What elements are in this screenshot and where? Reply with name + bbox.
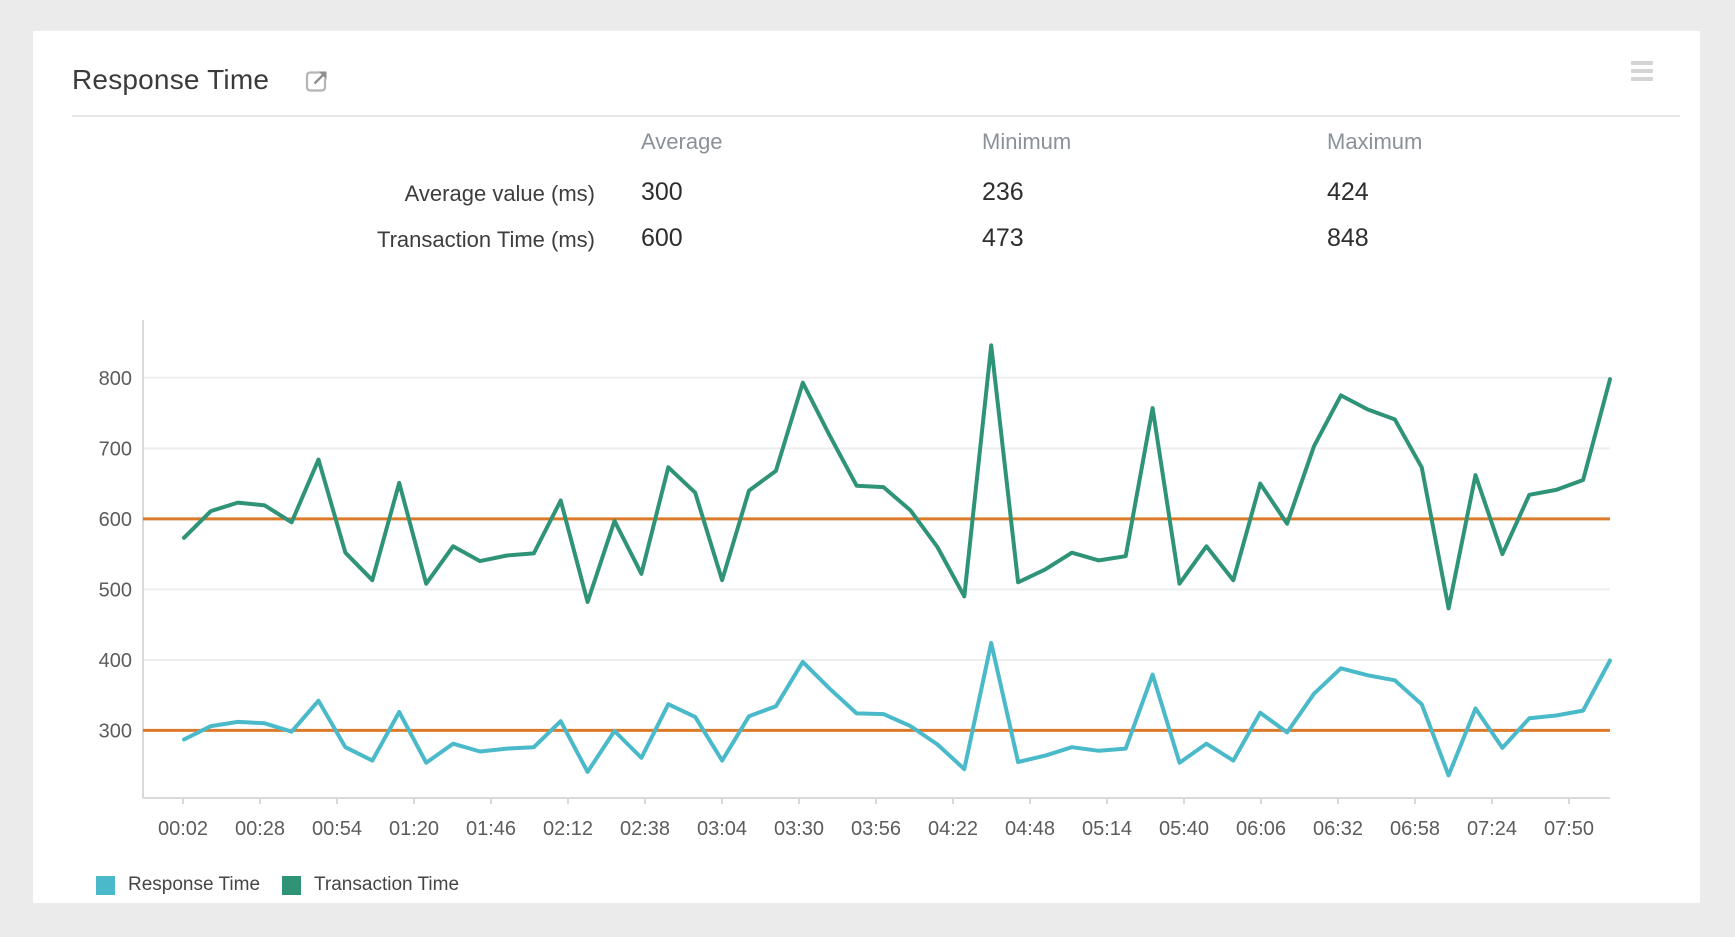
response-time-widget: Response Time Average Minimum Maximum Av… bbox=[33, 31, 1700, 903]
x-axis-label: 04:22 bbox=[928, 818, 978, 840]
x-axis-label: 05:14 bbox=[1082, 818, 1132, 840]
x-axis-label: 03:56 bbox=[851, 818, 901, 840]
menu-icon-bar bbox=[1631, 69, 1653, 73]
y-axis-label: 600 bbox=[99, 509, 132, 531]
y-axis-label: 700 bbox=[99, 438, 132, 460]
x-axis-label: 01:20 bbox=[389, 818, 439, 840]
x-axis-label: 03:04 bbox=[697, 818, 747, 840]
stats-value: 236 bbox=[982, 178, 1024, 206]
x-axis-label: 00:54 bbox=[312, 818, 362, 840]
y-axis-label: 500 bbox=[99, 579, 132, 601]
x-axis-label: 05:40 bbox=[1159, 818, 1209, 840]
menu-icon[interactable] bbox=[1631, 61, 1653, 85]
open-in-new-window-icon[interactable] bbox=[303, 68, 330, 95]
stats-column-header-maximum: Maximum bbox=[1327, 129, 1423, 154]
x-axis-label: 07:50 bbox=[1544, 818, 1594, 840]
x-axis-label: 03:30 bbox=[774, 818, 824, 840]
legend-swatch-response-time[interactable] bbox=[96, 875, 115, 895]
stats-value: 300 bbox=[641, 178, 683, 206]
widget-title: Response Time bbox=[72, 64, 270, 95]
x-axis-label: 02:12 bbox=[543, 818, 593, 840]
header-divider bbox=[72, 115, 1680, 117]
x-axis-label: 04:48 bbox=[1005, 818, 1055, 840]
y-axis-label: 800 bbox=[99, 368, 132, 390]
stats-value: 473 bbox=[982, 224, 1024, 252]
series-line-response-time bbox=[182, 640, 1612, 778]
y-axis-label: 300 bbox=[99, 720, 132, 742]
line-chart[interactable]: 300 400 500 600 700 800 00:02 00:28 00:54 01:20 01… bbox=[33, 31, 1700, 903]
x-axis-label: 07:24 bbox=[1467, 818, 1517, 840]
legend-swatch-transaction-time[interactable] bbox=[282, 875, 302, 895]
x-axis-label: 06:58 bbox=[1390, 818, 1440, 840]
menu-icon-bar bbox=[1631, 77, 1653, 81]
stats-column-header-minimum: Minimum bbox=[982, 129, 1072, 154]
chart-legend: Response Time Transaction Time bbox=[96, 874, 481, 896]
legend-label-response-time[interactable]: Response Time bbox=[128, 874, 261, 895]
stats-value: 600 bbox=[641, 224, 683, 252]
stats-value: 848 bbox=[1327, 224, 1369, 252]
x-axis-label: 02:38 bbox=[620, 818, 670, 840]
stats-row-label: Average value (ms) bbox=[404, 181, 595, 206]
x-axis-label: 06:32 bbox=[1313, 818, 1363, 840]
stats-row-label: Transaction Time (ms) bbox=[376, 227, 595, 252]
legend-label-transaction-time[interactable]: Transaction Time bbox=[314, 874, 460, 895]
x-axis-label: 00:02 bbox=[158, 818, 208, 840]
x-axis-label: 00:28 bbox=[235, 818, 285, 840]
series-line-transaction-time bbox=[182, 343, 1612, 611]
x-axis-label: 06:06 bbox=[1236, 818, 1286, 840]
stats-value: 424 bbox=[1327, 178, 1369, 206]
menu-icon-bar bbox=[1631, 61, 1653, 65]
stats-column-header-average: Average bbox=[641, 129, 723, 154]
x-axis-label: 01:46 bbox=[466, 818, 516, 840]
y-axis-label: 400 bbox=[99, 650, 132, 672]
